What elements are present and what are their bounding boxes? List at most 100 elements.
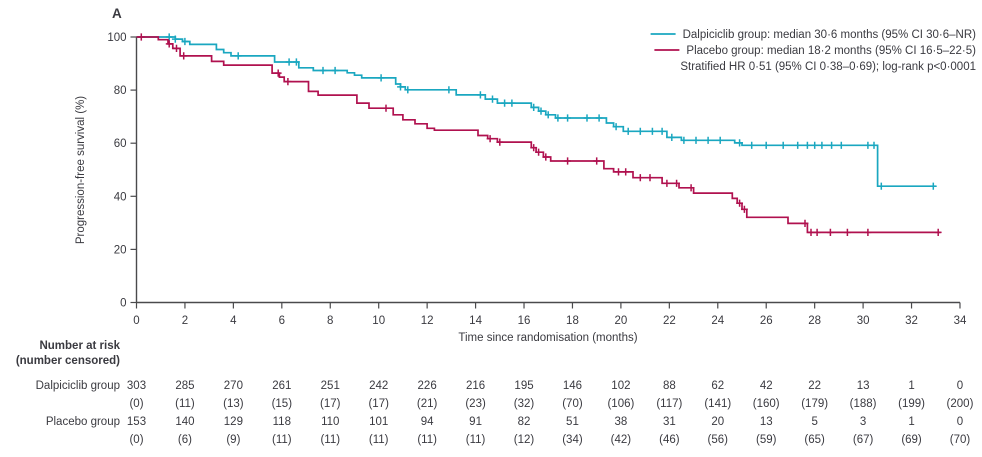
risk-row-label: Dalpiciclib group [36, 380, 120, 392]
censor-mark [137, 33, 145, 41]
censor-mark [165, 33, 173, 41]
censored-value: (46) [659, 434, 680, 446]
km-curve-placebo-group [136, 36, 941, 234]
at-risk-value: 62 [711, 380, 724, 392]
censored-value: (199) [898, 398, 925, 410]
at-risk-value: 51 [566, 416, 579, 428]
at-risk-value: 242 [369, 380, 388, 392]
censored-value: (56) [708, 434, 729, 446]
censor-mark [544, 111, 552, 119]
legend-label-placebo: Placebo group: median 18·2 months (95% C… [686, 45, 976, 57]
censored-value: (11) [175, 398, 195, 410]
censor-mark [445, 86, 453, 94]
x-tick-label: 28 [808, 315, 821, 327]
y-tick-label: 40 [114, 191, 127, 203]
y-tick-label: 20 [114, 244, 127, 256]
censored-value: (11) [320, 434, 340, 446]
at-risk-value: 102 [611, 380, 630, 392]
censored-value: (141) [704, 398, 731, 410]
censored-value: (13) [223, 398, 244, 410]
at-risk-value: 1 [908, 416, 914, 428]
x-tick-label: 0 [133, 315, 139, 327]
censor-mark [827, 228, 834, 236]
censor-mark [636, 127, 644, 135]
censor-mark [382, 104, 390, 112]
censor-mark [804, 141, 811, 149]
censor-mark [274, 69, 282, 77]
censor-mark [331, 66, 339, 75]
censor-mark [508, 99, 516, 107]
censor-mark [673, 179, 680, 187]
at-risk-value: 38 [615, 416, 628, 428]
at-risk-value: 13 [760, 416, 773, 428]
risk-table-header-line2: (number censored) [16, 355, 120, 367]
x-tick-label: 10 [372, 315, 385, 327]
censored-value: (117) [656, 398, 682, 410]
at-risk-value: 94 [421, 416, 434, 428]
at-risk-value: 42 [760, 380, 773, 392]
at-risk-value: 216 [466, 380, 485, 392]
censor-mark [687, 184, 695, 192]
censor-mark [489, 95, 496, 103]
censor-mark [663, 179, 671, 187]
censor-mark [779, 141, 787, 149]
censored-value: (70) [950, 434, 971, 446]
censor-mark [811, 141, 819, 149]
censor-mark [877, 182, 885, 190]
risk-rows: Dalpiciclib group 303 (0) 285 (11) 270 (13) 261… [36, 380, 974, 446]
censor-mark [477, 91, 484, 99]
x-tick-label: 8 [327, 315, 333, 327]
censor-mark [171, 35, 179, 43]
censor-mark [501, 99, 508, 107]
at-risk-value: 91 [469, 416, 482, 428]
censor-mark [397, 83, 404, 91]
number-at-risk-table: Number at risk (number censored) Dalpici… [16, 340, 974, 446]
at-risk-value: 303 [127, 380, 146, 392]
at-risk-value: 82 [518, 416, 531, 428]
censor-mark [181, 37, 189, 46]
censored-value: (15) [272, 398, 293, 410]
censor-mark [165, 40, 173, 48]
at-risk-value: 20 [711, 416, 724, 428]
censored-value: (0) [129, 434, 143, 446]
x-tick-label: 4 [230, 315, 237, 327]
censored-value: (11) [369, 434, 389, 446]
censor-mark [593, 157, 601, 165]
censored-value: (17) [368, 398, 389, 410]
x-tick-label: 14 [469, 315, 482, 327]
panel-label: A [112, 6, 122, 21]
censor-mark [535, 148, 542, 156]
censor-mark [173, 44, 180, 52]
at-risk-value: 285 [175, 380, 194, 392]
censor-mark [692, 136, 700, 144]
censor-mark [583, 114, 591, 122]
at-risk-value: 101 [369, 416, 388, 428]
at-risk-value: 0 [957, 380, 963, 392]
y-axis-title: Progression-free survival (%) [75, 96, 87, 244]
censored-value: (0) [129, 398, 143, 410]
censor-mark [615, 168, 622, 176]
censored-value: (179) [801, 398, 828, 410]
at-risk-value: 129 [224, 416, 243, 428]
censor-mark [377, 74, 385, 82]
censor-mark [612, 123, 620, 131]
censored-value: (9) [226, 434, 240, 446]
x-tick-label: 24 [711, 315, 724, 327]
censored-value: (21) [417, 398, 438, 410]
censored-value: (65) [804, 434, 825, 446]
at-risk-value: 146 [563, 380, 582, 392]
censor-mark [813, 228, 821, 236]
censor-mark [319, 66, 327, 75]
censor-mark [636, 174, 644, 182]
axes-layer: 0 2 4 6 8 10 12 14 16 18 20 22 24 26 28 30 32 34020406080… [107, 32, 967, 327]
censor-mark [284, 78, 292, 86]
at-risk-value: 31 [663, 416, 676, 428]
censor-mark [929, 182, 937, 190]
legend: Dalpiciclib group: median 30·6 months (9… [650, 29, 976, 73]
censored-value: (42) [611, 434, 632, 446]
censor-mark [234, 52, 242, 60]
censored-value: (34) [562, 434, 583, 446]
censor-mark [794, 141, 802, 149]
at-risk-value: 195 [514, 380, 533, 392]
